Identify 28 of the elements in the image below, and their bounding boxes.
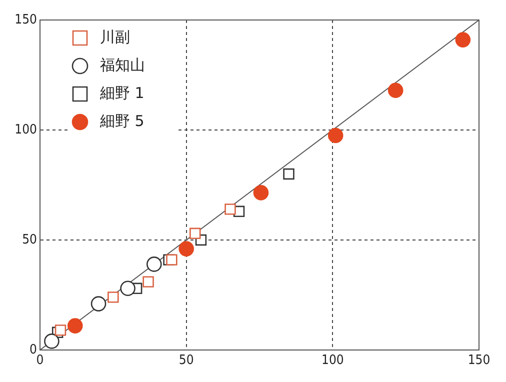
point — [388, 82, 404, 98]
x-tick-label: 150 — [468, 353, 490, 368]
y-tick-label: 50 — [22, 232, 37, 248]
point — [108, 292, 119, 303]
point — [455, 32, 471, 48]
x-tick-label: 100 — [322, 353, 344, 368]
point — [253, 185, 269, 200]
y-tick-label: 100 — [14, 122, 37, 138]
legend-label: 川副 — [100, 28, 130, 46]
y-tick-label: 150 — [14, 12, 37, 28]
legend-label: 細野 1 — [99, 84, 144, 102]
point — [142, 276, 154, 288]
legend-label: 細野 5 — [99, 112, 144, 130]
point — [190, 228, 201, 239]
point — [224, 204, 236, 215]
point — [44, 334, 60, 349]
legend-label: 福知山 — [100, 56, 145, 74]
point — [67, 318, 83, 334]
point — [146, 256, 162, 272]
point — [54, 324, 66, 336]
point — [90, 296, 106, 312]
point — [178, 241, 194, 256]
x-tick-label: 50 — [178, 353, 194, 368]
point — [166, 254, 178, 266]
point — [328, 128, 344, 144]
y-tick-label: 0 — [30, 342, 37, 358]
point — [283, 168, 294, 180]
point — [120, 280, 136, 296]
